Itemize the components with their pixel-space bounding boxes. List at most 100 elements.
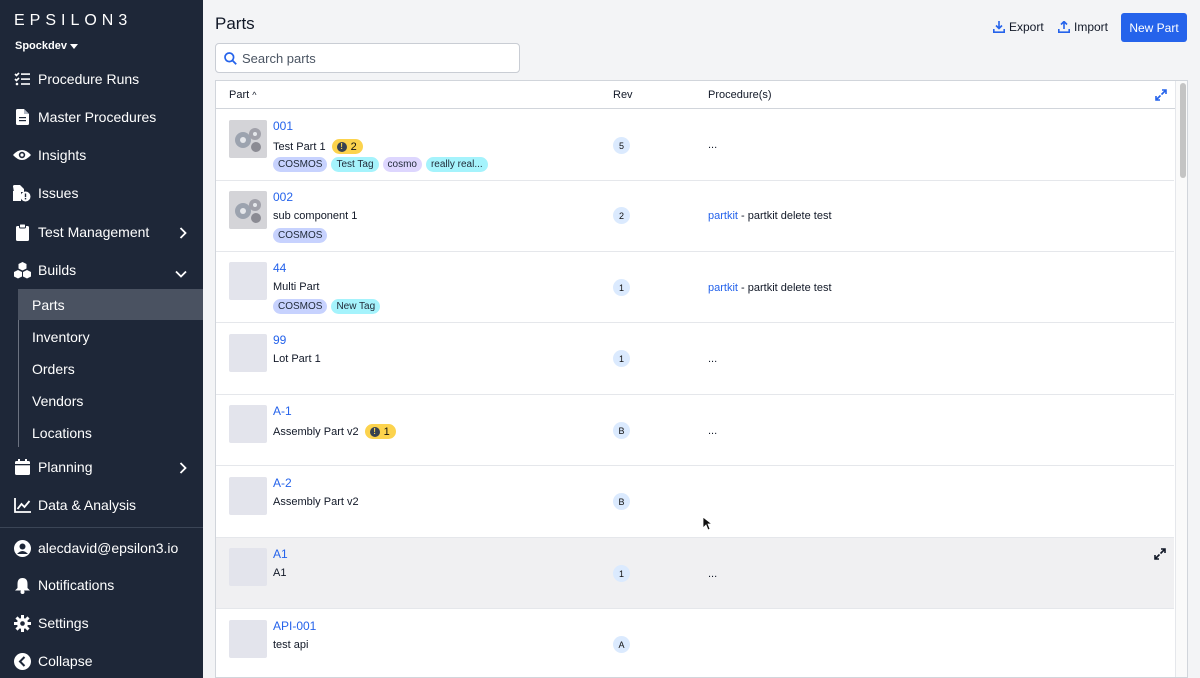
document-icon — [12, 107, 32, 127]
column-header-rev[interactable]: Rev — [613, 89, 633, 101]
part-image — [229, 120, 267, 158]
part-image-placeholder — [229, 405, 267, 443]
part-name: A1 — [273, 567, 287, 579]
sidebar-subitem-parts[interactable]: Parts — [18, 289, 203, 320]
procedure-text: ... — [708, 353, 718, 365]
sidebar-item-label: Issues — [38, 185, 79, 201]
import-button[interactable]: Import — [1058, 20, 1108, 34]
sidebar-item-procedure-runs[interactable]: Procedure Runs — [0, 62, 203, 96]
part-id-link[interactable]: 99 — [273, 333, 287, 347]
issues-badge[interactable]: ! 1 — [364, 424, 396, 439]
sidebar-divider — [0, 527, 203, 528]
tag-list: COSMOS Test Tag cosmo really real... — [273, 157, 488, 172]
procedure-name: - partkit delete test — [737, 210, 832, 222]
sidebar-subitem-vendors[interactable]: Vendors — [32, 392, 84, 409]
gear-icon — [12, 613, 32, 633]
part-id-link[interactable]: 001 — [273, 119, 294, 133]
table-row[interactable]: A1 A1 1 ... — [216, 538, 1174, 609]
sidebar-subitem-locations[interactable]: Locations — [32, 424, 92, 441]
table-scrollbar[interactable] — [1175, 81, 1187, 677]
part-id-link[interactable]: A-1 — [273, 404, 292, 418]
tag[interactable]: cosmo — [382, 157, 422, 172]
sidebar-item-builds[interactable]: Builds — [0, 253, 203, 287]
rev-badge: 5 — [613, 137, 630, 154]
column-header-part[interactable]: Part ^ — [229, 89, 256, 101]
sidebar-subitem-inventory[interactable]: Inventory — [32, 328, 90, 345]
tag[interactable]: COSMOS — [273, 157, 328, 172]
table-row[interactable]: API-001 test api A — [216, 610, 1174, 677]
table-row[interactable]: 001 Test Part 1! 2 COSMOS Test Tag cosmo … — [216, 110, 1174, 181]
sidebar-item-notifications[interactable]: Notifications — [0, 568, 203, 602]
column-header-procedures[interactable]: Procedure(s) — [708, 89, 772, 101]
sidebar-item-master-procedures[interactable]: Master Procedures — [0, 100, 203, 134]
part-image — [229, 191, 267, 229]
submenu-rail — [18, 290, 19, 447]
rev-badge: B — [613, 493, 630, 510]
import-label: Import — [1074, 20, 1109, 34]
part-name: Lot Part 1 — [273, 353, 321, 365]
sidebar-item-insights[interactable]: Insights — [0, 138, 203, 172]
chevron-right-icon — [179, 461, 187, 477]
procedure-text: ... — [708, 425, 718, 437]
expand-table-icon[interactable] — [1155, 89, 1167, 104]
part-name: Test Part 1! 2 — [273, 139, 363, 154]
sidebar-item-label: Notifications — [38, 577, 115, 593]
part-image-placeholder — [229, 477, 267, 515]
cubes-icon — [12, 260, 32, 280]
sidebar-subitem-orders[interactable]: Orders — [32, 360, 75, 377]
sidebar-item-planning[interactable]: Planning — [0, 450, 203, 484]
calendar-icon — [12, 457, 32, 477]
sidebar-item-issues[interactable]: Issues — [0, 176, 203, 210]
table-row[interactable]: 44 Multi Part COSMOS New Tag 1 partkit -… — [216, 252, 1174, 323]
tag[interactable]: COSMOS — [273, 228, 328, 243]
part-name: test api — [273, 639, 309, 651]
rev-badge: B — [613, 422, 630, 439]
parts-table: Part ^ Rev Procedure(s) 001 Test Part 1!… — [215, 80, 1188, 678]
app-logo: EPSILON3 — [14, 12, 133, 29]
part-id-link[interactable]: 44 — [273, 261, 287, 275]
alert-icon: ! — [369, 426, 380, 437]
issues-count: 2 — [350, 140, 357, 153]
part-id-link[interactable]: API-001 — [273, 619, 317, 633]
tag[interactable]: Test Tag — [331, 157, 379, 172]
sidebar-item-label: Planning — [38, 459, 93, 475]
procedure-text: ... — [708, 139, 718, 151]
issues-count: 1 — [383, 425, 390, 438]
tag[interactable]: New Tag — [331, 299, 381, 314]
part-name: sub component 1 — [273, 210, 358, 222]
sidebar-item-label: Collapse — [38, 653, 93, 669]
sidebar-item-settings[interactable]: Settings — [0, 606, 203, 640]
issues-badge[interactable]: ! 2 — [331, 139, 363, 154]
sidebar-item-label: alecdavid@epsilon3.io — [38, 540, 179, 556]
procedure-link[interactable]: partkit — [708, 210, 738, 222]
table-row[interactable]: 002 sub component 1 COSMOS 2 partkit - p… — [216, 181, 1174, 252]
tag[interactable]: really real... — [425, 157, 488, 172]
search-input[interactable] — [242, 50, 502, 66]
mouse-cursor-icon — [702, 516, 714, 536]
chevron-down-icon — [175, 265, 187, 281]
user-icon — [12, 538, 32, 558]
expand-row-icon[interactable] — [1154, 547, 1166, 565]
tag[interactable]: COSMOS — [273, 299, 328, 314]
sidebar-item-collapse[interactable]: Collapse — [0, 644, 203, 678]
part-image-placeholder — [229, 548, 267, 586]
table-row[interactable]: A-1 Assembly Part v2! 1 B ... — [216, 395, 1174, 466]
sidebar-item-data-analysis[interactable]: Data & Analysis — [0, 488, 203, 522]
part-id-link[interactable]: 002 — [273, 190, 294, 204]
part-id-link[interactable]: A1 — [273, 547, 288, 561]
scrollbar-thumb[interactable] — [1180, 83, 1186, 178]
new-part-button[interactable]: New Part — [1121, 13, 1187, 42]
sidebar-item-account[interactable]: alecdavid@epsilon3.io — [0, 531, 203, 565]
export-button[interactable]: Export — [993, 20, 1044, 34]
workspace-selector[interactable]: Spockdev — [15, 40, 78, 52]
sidebar-item-test-management[interactable]: Test Management — [0, 215, 203, 249]
sidebar-item-label: Settings — [38, 615, 89, 631]
rev-badge: A — [613, 636, 630, 653]
workspace-name: Spockdev — [15, 40, 67, 52]
table-row[interactable]: 99 Lot Part 1 1 ... — [216, 324, 1174, 395]
procedure-link[interactable]: partkit — [708, 282, 738, 294]
sidebar-item-label: Insights — [38, 147, 87, 163]
table-row[interactable]: A-2 Assembly Part v2 B — [216, 467, 1174, 538]
part-id-link[interactable]: A-2 — [273, 476, 292, 490]
chart-line-icon — [12, 495, 32, 515]
